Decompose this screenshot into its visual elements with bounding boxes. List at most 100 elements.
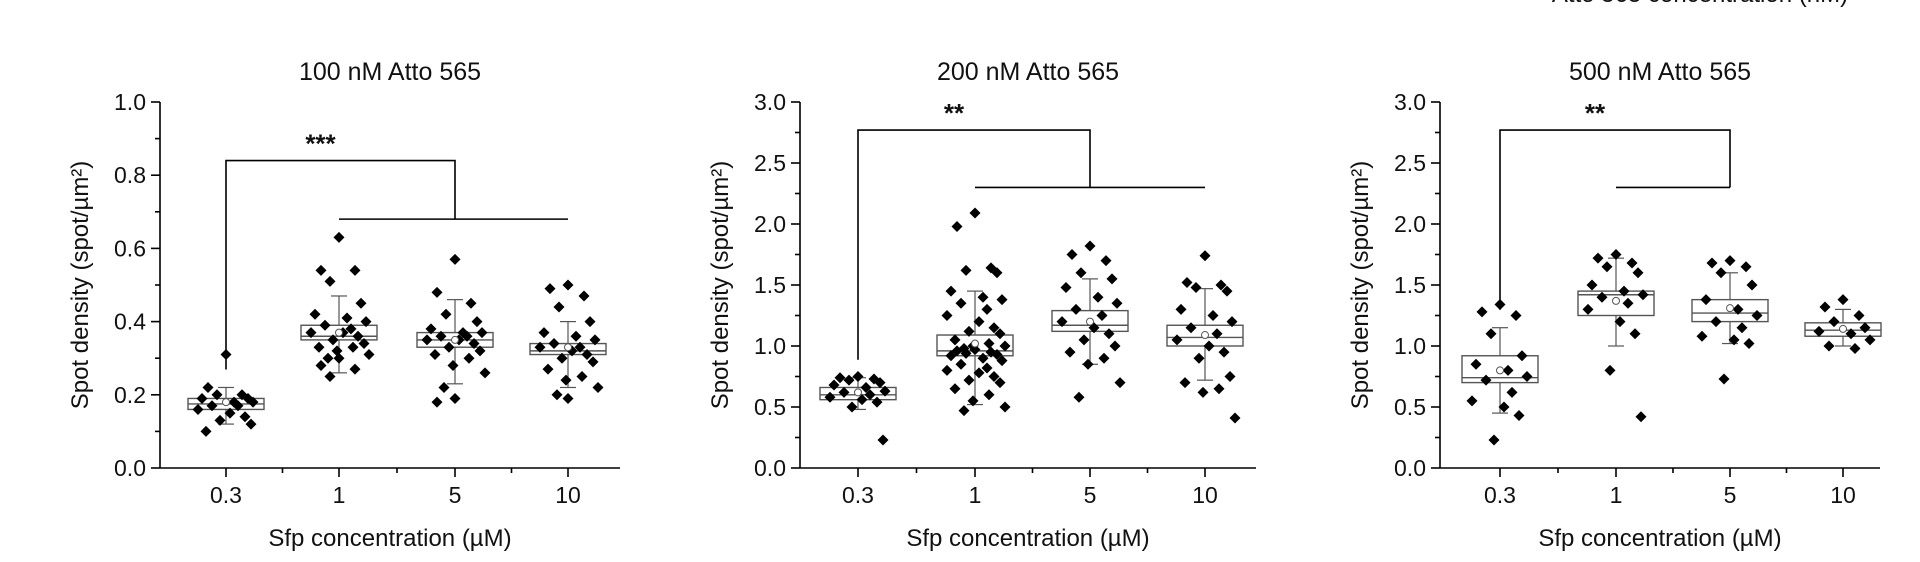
data-point — [363, 349, 375, 361]
data-point — [324, 371, 336, 382]
data-point — [1828, 316, 1840, 328]
data-point — [1521, 371, 1533, 382]
data-point — [429, 349, 441, 361]
data-point — [358, 338, 370, 350]
data-point — [192, 403, 204, 415]
data-point — [824, 391, 836, 403]
x-tick-label: 1 — [969, 482, 982, 508]
data-point — [1706, 257, 1718, 269]
data-point — [877, 434, 889, 446]
panel-3: 500 nM Atto 565 0.0 0.5 1.0 1.5 2.0 2.5 3.0 0.3 1… — [1347, 58, 1882, 552]
data-point — [574, 341, 586, 353]
data-point — [988, 322, 1000, 334]
data-point — [1516, 350, 1528, 362]
data-point — [1488, 434, 1500, 446]
data-point — [1066, 249, 1078, 260]
data-point — [1596, 291, 1608, 303]
data-point — [1724, 255, 1736, 267]
data-point — [1718, 373, 1730, 385]
data-point — [349, 264, 361, 276]
data-point — [1859, 322, 1871, 334]
mean-marker — [564, 343, 572, 352]
data-point — [327, 334, 339, 346]
data-point — [977, 291, 989, 303]
significance-bracket — [225, 159, 456, 370]
data-point — [996, 355, 1008, 367]
y-tick-label: 2.0 — [1394, 211, 1426, 237]
data-point — [1203, 340, 1215, 352]
data-point — [465, 297, 477, 309]
box-group-5 — [1051, 240, 1129, 403]
y-tick-label: 0.6 — [114, 235, 146, 261]
data-point — [1213, 383, 1225, 395]
data-point — [955, 297, 967, 309]
data-point — [553, 301, 565, 313]
data-point — [996, 294, 1008, 306]
data-point — [1480, 374, 1492, 386]
data-point — [1614, 316, 1626, 328]
data-point — [214, 414, 226, 426]
data-point — [347, 341, 359, 353]
data-point — [864, 389, 876, 401]
data-point — [1637, 289, 1649, 301]
data-point — [1103, 328, 1115, 340]
data-point — [846, 401, 858, 413]
y-tick-label: 0.5 — [754, 394, 786, 420]
data-point — [1193, 352, 1205, 364]
data-point — [1592, 252, 1604, 264]
data-point — [196, 392, 208, 404]
data-point — [1215, 279, 1227, 291]
data-point — [1082, 358, 1094, 370]
data-point — [977, 352, 989, 364]
data-point — [232, 400, 244, 412]
data-point — [951, 220, 963, 232]
data-point — [1470, 358, 1482, 370]
data-point — [581, 349, 593, 361]
data-point — [981, 362, 993, 374]
data-point — [1098, 352, 1110, 364]
data-point — [538, 327, 550, 339]
data-point — [551, 389, 563, 401]
significance-label: *** — [305, 129, 336, 159]
box-group-0.3 — [819, 371, 897, 446]
data-point — [474, 345, 486, 357]
data-point — [224, 407, 236, 419]
data-point — [843, 374, 855, 386]
y-tick-label: 3.0 — [754, 89, 786, 115]
mean-marker — [1201, 331, 1209, 340]
data-point — [945, 285, 957, 297]
data-point — [341, 312, 353, 324]
y-tick-label: 1.5 — [754, 272, 786, 298]
data-point — [1751, 310, 1763, 321]
data-point — [967, 395, 979, 407]
data-point — [960, 347, 972, 359]
data-point — [1114, 377, 1126, 389]
data-point — [1864, 334, 1876, 346]
data-point — [856, 394, 868, 406]
data-point — [1823, 340, 1835, 352]
data-point — [1513, 410, 1525, 422]
data-point — [562, 392, 574, 404]
data-point — [838, 386, 850, 398]
data-point — [1221, 285, 1233, 297]
data-point — [592, 381, 604, 393]
data-point — [211, 389, 223, 401]
mean-marker — [1726, 304, 1734, 313]
x-tick-label: 0.3 — [842, 482, 874, 508]
mean-marker — [222, 398, 230, 407]
data-point — [1476, 306, 1488, 318]
data-point — [1632, 267, 1644, 279]
box-group-5 — [416, 253, 494, 408]
data-point — [1064, 346, 1076, 358]
x-tick-label: 5 — [1724, 482, 1737, 508]
data-point — [955, 358, 967, 370]
data-point — [425, 323, 437, 335]
mean-marker — [1086, 317, 1094, 326]
data-point — [1715, 267, 1727, 279]
box-group-1 — [936, 207, 1014, 417]
data-point — [576, 371, 588, 382]
data-point — [1100, 255, 1112, 267]
significance-bracket — [857, 129, 1091, 360]
data-point — [324, 275, 336, 287]
